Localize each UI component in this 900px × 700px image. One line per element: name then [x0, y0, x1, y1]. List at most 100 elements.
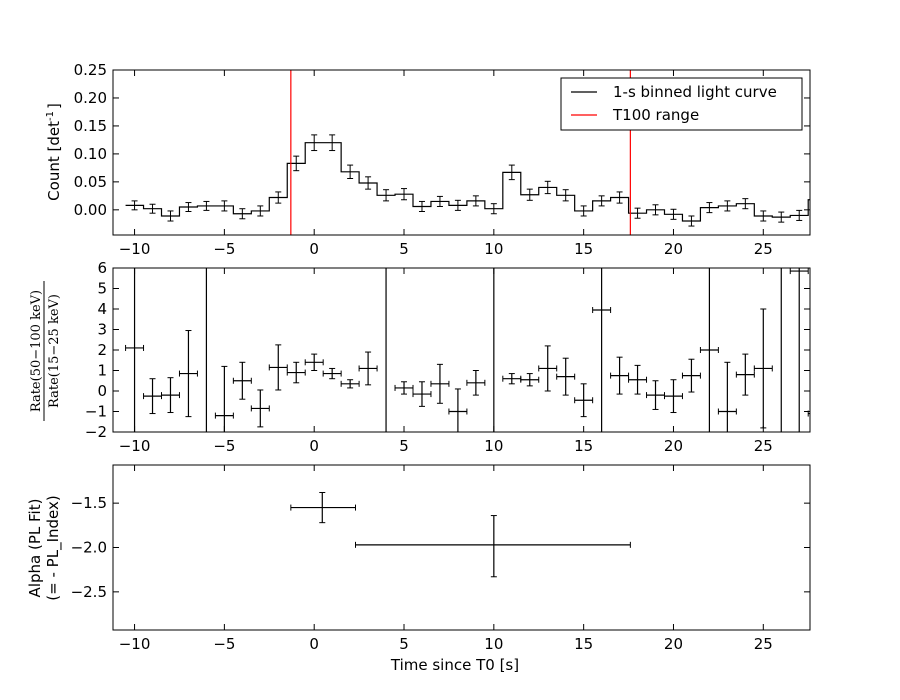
- top-xtick-label: 20: [664, 240, 683, 258]
- ratio-point: [412, 381, 432, 407]
- light-curve-errorbar: [616, 191, 623, 204]
- middle-ylabel-numerator: Rate(50−100 keV): [29, 290, 44, 412]
- bottom-ylabel-line2: (= - PL_Index): [44, 495, 63, 600]
- top-ylabel: Count [det-1]: [45, 103, 63, 201]
- light-curve-errorbar: [221, 200, 228, 212]
- bottom-ytick-label: −2.0: [71, 539, 107, 557]
- ratio-point: [322, 367, 342, 380]
- light-curve-errorbar: [275, 191, 282, 204]
- light-curve-errorbar: [329, 134, 336, 152]
- middle-ylabel: Rate(50−100 keV) Rate(15−25 keV): [29, 281, 62, 421]
- panel-top-frame: [112, 69, 811, 236]
- middle-xtick-label: 20: [664, 437, 683, 455]
- light-curve-errorbar: [508, 164, 515, 181]
- light-curve-errorbar: [203, 200, 210, 211]
- light-curve-errorbar: [580, 205, 587, 217]
- middle-xtick-label: 10: [484, 437, 503, 455]
- ratio-point: [178, 330, 198, 418]
- ratio-point: [250, 389, 270, 428]
- bottom-xtick-label: 15: [574, 635, 593, 653]
- ratio-point: [340, 379, 360, 389]
- bottom-xtick-label: 5: [399, 635, 409, 653]
- bottom-xtick-label: 20: [664, 635, 683, 653]
- top-xtick-label: 0: [309, 240, 319, 258]
- bottom-xtick-label: −10: [119, 635, 151, 653]
- middle-xtick-label: −10: [119, 437, 151, 455]
- ratio-point: [448, 388, 468, 432]
- light-curve-errorbar: [652, 204, 659, 216]
- ratio-point: [789, 268, 809, 275]
- top-xtick-label: 10: [484, 240, 503, 258]
- ratio-point: [717, 361, 737, 432]
- light-curve-errorbar: [185, 202, 192, 213]
- top-xtick-label: 15: [574, 240, 593, 258]
- legend: 1-s binned light curve T100 range: [560, 77, 803, 131]
- ratio-point: [556, 357, 576, 396]
- bottom-xtick-label: 0: [309, 635, 319, 653]
- light-curve-errorbar: [311, 134, 318, 152]
- light-curve-errorbar: [670, 208, 677, 220]
- middle-ytick-label: −1: [85, 403, 107, 421]
- legend-label-t100: T100 range: [612, 106, 699, 124]
- light-curve-errorbar: [598, 195, 605, 207]
- middle-ylabel-denominator: Rate(15−25 keV): [47, 294, 62, 408]
- light-curve-errorbar: [454, 199, 461, 211]
- light-curve-errorbar: [778, 211, 785, 223]
- top-ytick-label: 0.10: [74, 145, 107, 163]
- ratio-point: [592, 307, 612, 314]
- middle-xtick-label: −5: [213, 437, 235, 455]
- ratio-point: [214, 365, 234, 432]
- ratio-point: [430, 363, 450, 404]
- middle-ytick-label: 0: [97, 382, 107, 400]
- ratio-point: [646, 380, 665, 410]
- light-curve-errorbar: [634, 207, 641, 219]
- light-curve-errorbar: [760, 210, 767, 222]
- middle-xtick-label: 15: [574, 437, 593, 455]
- x-axis-label: Time since T0 [s]: [390, 656, 519, 674]
- light-curve-errorbar: [167, 210, 174, 222]
- middle-ytick-label: 3: [97, 321, 107, 339]
- light-curve-errorbar: [149, 203, 156, 214]
- top-xtick-label: 25: [754, 240, 773, 258]
- alpha-point: [355, 515, 631, 578]
- ratio-point: [268, 344, 288, 391]
- light-curve-errorbar: [365, 176, 372, 190]
- ratio-point: [286, 361, 306, 384]
- middle-xtick-label: 0: [309, 437, 319, 455]
- ratio-point: [699, 347, 719, 353]
- light-curve-errorbar: [544, 180, 551, 195]
- middle-ytick-label: 2: [97, 341, 107, 359]
- light-curve-errorbar: [293, 155, 300, 172]
- ratio-point: [538, 345, 558, 392]
- light-curve-errorbar: [436, 195, 443, 207]
- middle-ytick-label: −2: [85, 423, 107, 441]
- light-curve-errorbar: [418, 200, 425, 213]
- ratio-point: [466, 370, 486, 396]
- middle-ytick-label: 5: [97, 280, 107, 298]
- ratio-point: [574, 383, 594, 418]
- middle-ytick-label: 1: [97, 362, 107, 380]
- panel-top: −10 −5 0 5 10 15 20 250.000.050.100.150.200.25 …: [45, 61, 811, 258]
- bottom-ytick-label: −2.5: [71, 583, 107, 601]
- ratio-point: [161, 377, 180, 414]
- top-ytick-label: 0.25: [74, 61, 107, 79]
- top-ytick-label: 0.15: [74, 117, 107, 135]
- light-curve-errorbar: [472, 195, 479, 207]
- light-curve-errorbar: [562, 189, 569, 202]
- ratio-point: [304, 353, 324, 371]
- bottom-ytick-label: −1.5: [71, 494, 107, 512]
- light-curve-errorbar: [131, 200, 138, 211]
- light-curve-errorbar: [724, 200, 731, 212]
- top-xtick-label: −10: [119, 240, 151, 258]
- ratio-point: [125, 344, 145, 351]
- top-xtick-label: 5: [399, 240, 409, 258]
- ratio-point: [610, 356, 630, 395]
- light-curve-errorbar: [526, 188, 533, 201]
- legend-label-light-curve: 1-s binned light curve: [613, 83, 777, 101]
- bottom-ylabel-line1: Alpha (PL Fit): [26, 499, 44, 598]
- ratio-point: [663, 379, 683, 414]
- light-curve-errorbar: [257, 205, 264, 217]
- bottom-xtick-label: 10: [484, 635, 503, 653]
